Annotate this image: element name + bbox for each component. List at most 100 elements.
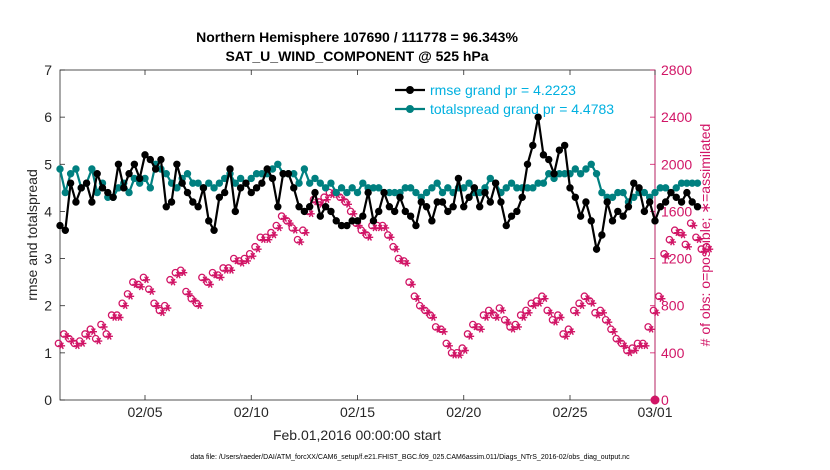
obs-possible-point [91,334,100,343]
chart-subtitle: SAT_U_WIND_COMPONENT @ 525 hPa [225,48,488,64]
series-point-0 [667,188,675,197]
series-point-0 [672,193,680,201]
legend-marker-0 [406,86,414,94]
obs-assimilated-point [360,229,368,237]
obs-possible-point [522,306,530,315]
series-point-0 [189,198,197,206]
obs-possible-point [346,207,355,216]
series-point-1 [693,179,702,187]
series-point-0 [61,226,70,234]
series-point-0 [205,217,213,225]
series-point-0 [343,221,351,230]
obs-assimilated-point [265,236,273,244]
series-point-0 [305,203,314,211]
obs-possible-point [575,299,583,308]
obs-assimilated-point [493,314,501,321]
obs-possible-point [288,224,297,232]
obs-assimilated-point [589,299,597,307]
series-point-0 [529,141,537,150]
series-point-1 [337,184,346,192]
obs-assimilated-point [408,281,416,288]
obs-assimilated-point [546,309,554,317]
series-point-0 [422,203,431,211]
obs-possible-point [415,301,424,310]
series-point-0 [120,184,128,192]
series-point-0 [693,203,702,211]
series-point-0 [465,193,473,201]
series-point-0 [353,217,362,225]
x-axis-label: Feb.01,2016 00:00:00 start [273,427,441,443]
series-point-0 [390,207,399,216]
obs-assimilated-point [419,304,427,312]
y2-tick-label: 0 [661,392,669,408]
series-point-0 [635,184,643,192]
legend-entry-1: totalspread grand pr = 4.4783 [430,101,614,117]
obs-assimilated-point [429,314,437,321]
obs-assimilated-point [137,283,145,291]
series-point-1 [587,160,595,168]
obs-assimilated-point [674,229,682,237]
series-point-0 [157,155,165,164]
obs-possible-point [612,334,621,343]
series-point-0 [130,160,139,168]
series-point-1 [210,184,218,192]
obs-assimilated-point [477,325,485,333]
obs-possible-point [272,221,281,230]
obs-assimilated-point [536,299,544,307]
obs-assimilated-point [169,278,177,286]
series-point-0 [539,151,548,159]
obs-assimilated-point [514,323,522,331]
plot-area: 02/05 02/10 02/15 02/20 02/25 03/010123456704… [44,62,714,420]
series-point-1 [56,165,64,173]
obs-assimilated-point [456,351,464,359]
series-point-0 [93,170,101,178]
obs-assimilated-point [116,314,124,321]
series-point-0 [274,203,282,211]
obs-assimilated-point [642,342,650,350]
obs-possible-point [320,193,328,202]
obs-assimilated-point [684,243,692,251]
series-point-0 [114,160,123,168]
obs-assimilated-point [227,266,236,274]
series-point-0 [162,203,170,211]
obs-assimilated-point [174,271,182,279]
series-point-1 [529,184,537,192]
series-point-0 [359,212,367,220]
series-point-0 [135,174,144,183]
obs-assimilated-point [164,304,172,312]
obs-possible-point [548,316,557,324]
series-point-0 [560,141,569,150]
x-tick-label: 03/01 [637,404,672,420]
obs-assimilated-point [79,339,87,347]
series-point-1 [300,165,309,173]
obs-possible-point [516,311,525,319]
series-point-0 [332,217,340,225]
series-point-0 [72,198,80,206]
series-point-0 [656,203,665,211]
obs-assimilated-point [302,229,310,237]
obs-possible-point [293,235,302,244]
obs-possible-point [532,297,541,305]
y2-tick-label: 800 [661,298,685,314]
series-point-1 [72,165,80,173]
obs-assimilated-point [562,332,570,340]
series-point-0 [98,184,107,192]
obs-assimilated-point [243,257,252,265]
obs-possible-point [649,306,658,315]
obs-assimilated-point [403,259,411,267]
series-point-0 [327,207,335,216]
obs-assimilated-point [211,271,220,279]
obs-possible-point [442,339,451,348]
y-tick-label: 2 [44,298,52,314]
series-point-0 [364,188,372,197]
series-point-0 [507,212,516,220]
x-tick-label: 02/15 [340,404,375,420]
obs-assimilated-point [440,328,448,336]
obs-possible-point [160,301,169,310]
obs-possible-point [118,299,127,308]
series-point-0 [258,179,266,187]
obs-assimilated-point [366,233,374,241]
series-point-0 [645,198,654,206]
obs-possible-point [97,320,105,329]
y2-tick-label: 2000 [661,156,692,172]
